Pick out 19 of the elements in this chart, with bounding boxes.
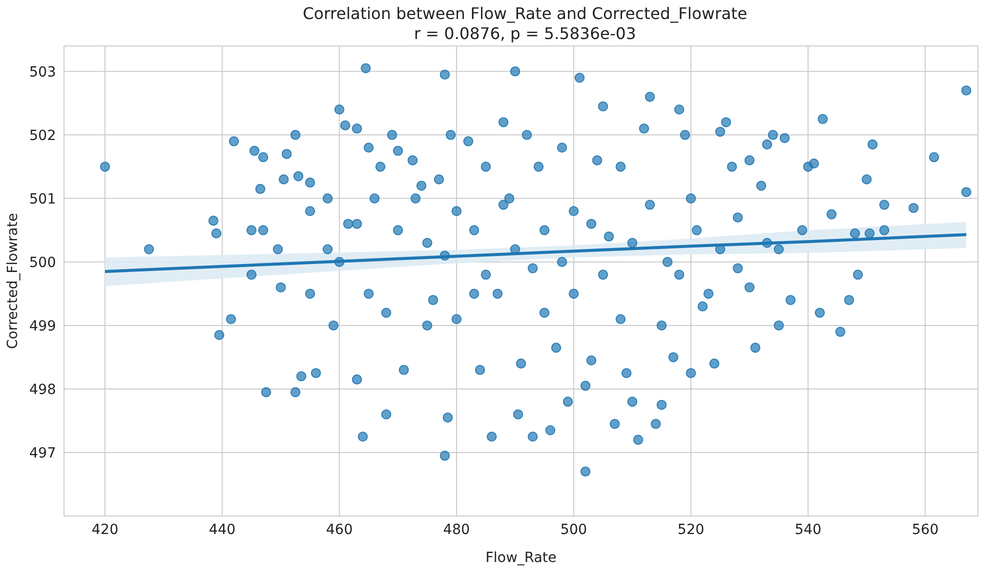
x-tick-label: 420 bbox=[92, 522, 118, 538]
y-tick-label: 497 bbox=[29, 445, 56, 462]
y-tick-label: 502 bbox=[29, 128, 56, 144]
x-tick-label: 460 bbox=[326, 522, 353, 538]
x-tick-label: 440 bbox=[208, 522, 236, 538]
y-axis-title: Corrected_Flowrate bbox=[4, 213, 21, 349]
y-tick-label: 498 bbox=[29, 382, 56, 398]
y-tick-label: 500 bbox=[29, 254, 56, 271]
y-tick-label: 503 bbox=[29, 64, 56, 80]
y-tick-label: 499 bbox=[29, 318, 56, 334]
x-tick-label: 520 bbox=[678, 522, 704, 538]
chart-title: Correlation between Flow_Rate and Corrected_Flowrate bbox=[302, 4, 748, 24]
x-axis-title: Flow_Rate bbox=[485, 550, 557, 566]
x-tick-label: 560 bbox=[912, 522, 939, 538]
x-tick-label: 500 bbox=[560, 522, 588, 538]
x-tick-label: 540 bbox=[794, 522, 822, 538]
y-tick-label: 501 bbox=[29, 191, 56, 208]
x-tick-label: 480 bbox=[443, 522, 470, 538]
chart-subtitle: r = 0.0876, p = 5.5836e-03 bbox=[412, 24, 637, 44]
